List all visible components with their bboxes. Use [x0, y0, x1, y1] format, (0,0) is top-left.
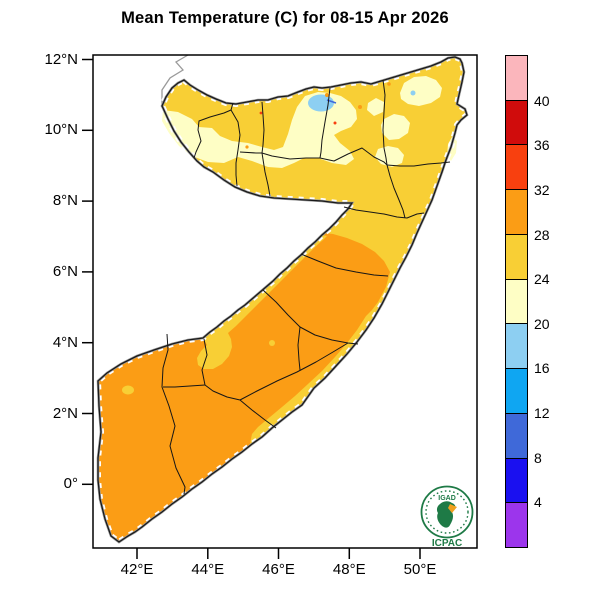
y-tick-label: 2°N: [52, 404, 78, 422]
colorbar-cell: [506, 56, 527, 100]
colorbar-label: 32: [534, 181, 550, 198]
logo-igad-text: IGAD: [438, 495, 456, 502]
country-outline: [97, 56, 468, 543]
colorbar-label: 12: [534, 405, 550, 422]
orange-fleck-5: [255, 402, 261, 408]
cream-blob-ne-2: [381, 114, 410, 140]
x-tick-marks: [136, 548, 421, 559]
colorbar-label: 28: [534, 226, 550, 243]
cool-dot-ne: [410, 90, 416, 96]
page-title: Mean Temperature (C) for 08-15 Apr 2026: [121, 9, 449, 27]
temperature-colorbar: [505, 55, 528, 548]
gold-strip-diagonal: [197, 235, 327, 369]
colorbar-cell: [506, 457, 527, 503]
neighbor-border-line: [161, 54, 189, 106]
colorbar-label: 40: [534, 92, 550, 109]
orange-fleck-1: [325, 93, 329, 97]
colorbar-cell: [506, 144, 527, 190]
cream-blob-ne-3: [375, 146, 404, 167]
colorbar-cell: [506, 189, 527, 234]
colorbar-label: 16: [534, 360, 550, 377]
gold-spot-west: [122, 385, 134, 395]
y-tick-label: 0°: [63, 475, 78, 493]
logo-laurel-ring: [425, 490, 469, 534]
orange-fleck-3: [245, 145, 249, 149]
cream-swath-north: [162, 92, 357, 168]
orange-fleck-2: [358, 105, 362, 109]
igad-icpac-logo: IGAD ICPAC: [420, 485, 474, 549]
logo-icpac-text: ICPAC: [432, 538, 462, 549]
colorbar-cell: [506, 412, 527, 458]
y-tick-label: 4°N: [52, 333, 78, 351]
cream-blob-ne-4: [367, 98, 384, 116]
lake-cool-spot: [308, 94, 334, 112]
y-tick-label: 12°N: [44, 50, 78, 68]
colorbar-cell: [506, 368, 527, 413]
x-tick-label: 42°E: [120, 561, 154, 578]
plot-frame: [92, 54, 478, 549]
colorbar-cell: [506, 502, 527, 548]
y-tick-label: 8°N: [52, 192, 78, 210]
red-fleck-1: [333, 121, 337, 125]
x-tick-label: 48°E: [332, 561, 366, 578]
y-tick-label: 6°N: [52, 262, 78, 280]
colorbar-label: 24: [534, 271, 550, 288]
x-tick-label: 44°E: [191, 561, 225, 578]
colorbar-label: 20: [534, 315, 550, 332]
y-tick-marks: [82, 58, 93, 486]
colorbar-cell: [506, 99, 527, 145]
cream-blob-ne-1: [400, 76, 442, 106]
x-tick-label: 50°E: [403, 561, 437, 578]
admin-boundaries: [161, 79, 451, 495]
y-tick-label: 10°N: [44, 121, 78, 139]
colorbar-cell: [506, 323, 527, 369]
colorbar-label: 36: [534, 137, 550, 154]
x-tick-label: 46°E: [262, 561, 295, 578]
colorbar-cell: [506, 233, 527, 279]
colorbar-cell: [506, 278, 527, 324]
gold-spot-small: [269, 340, 275, 346]
colorbar-label: 4: [534, 494, 542, 511]
orange-fleck-4: [387, 82, 391, 86]
logo-horn-highlight: [448, 504, 457, 513]
red-fleck-2: [259, 111, 263, 115]
south-region-orange: [98, 233, 390, 542]
colorbar-label: 8: [534, 449, 542, 466]
